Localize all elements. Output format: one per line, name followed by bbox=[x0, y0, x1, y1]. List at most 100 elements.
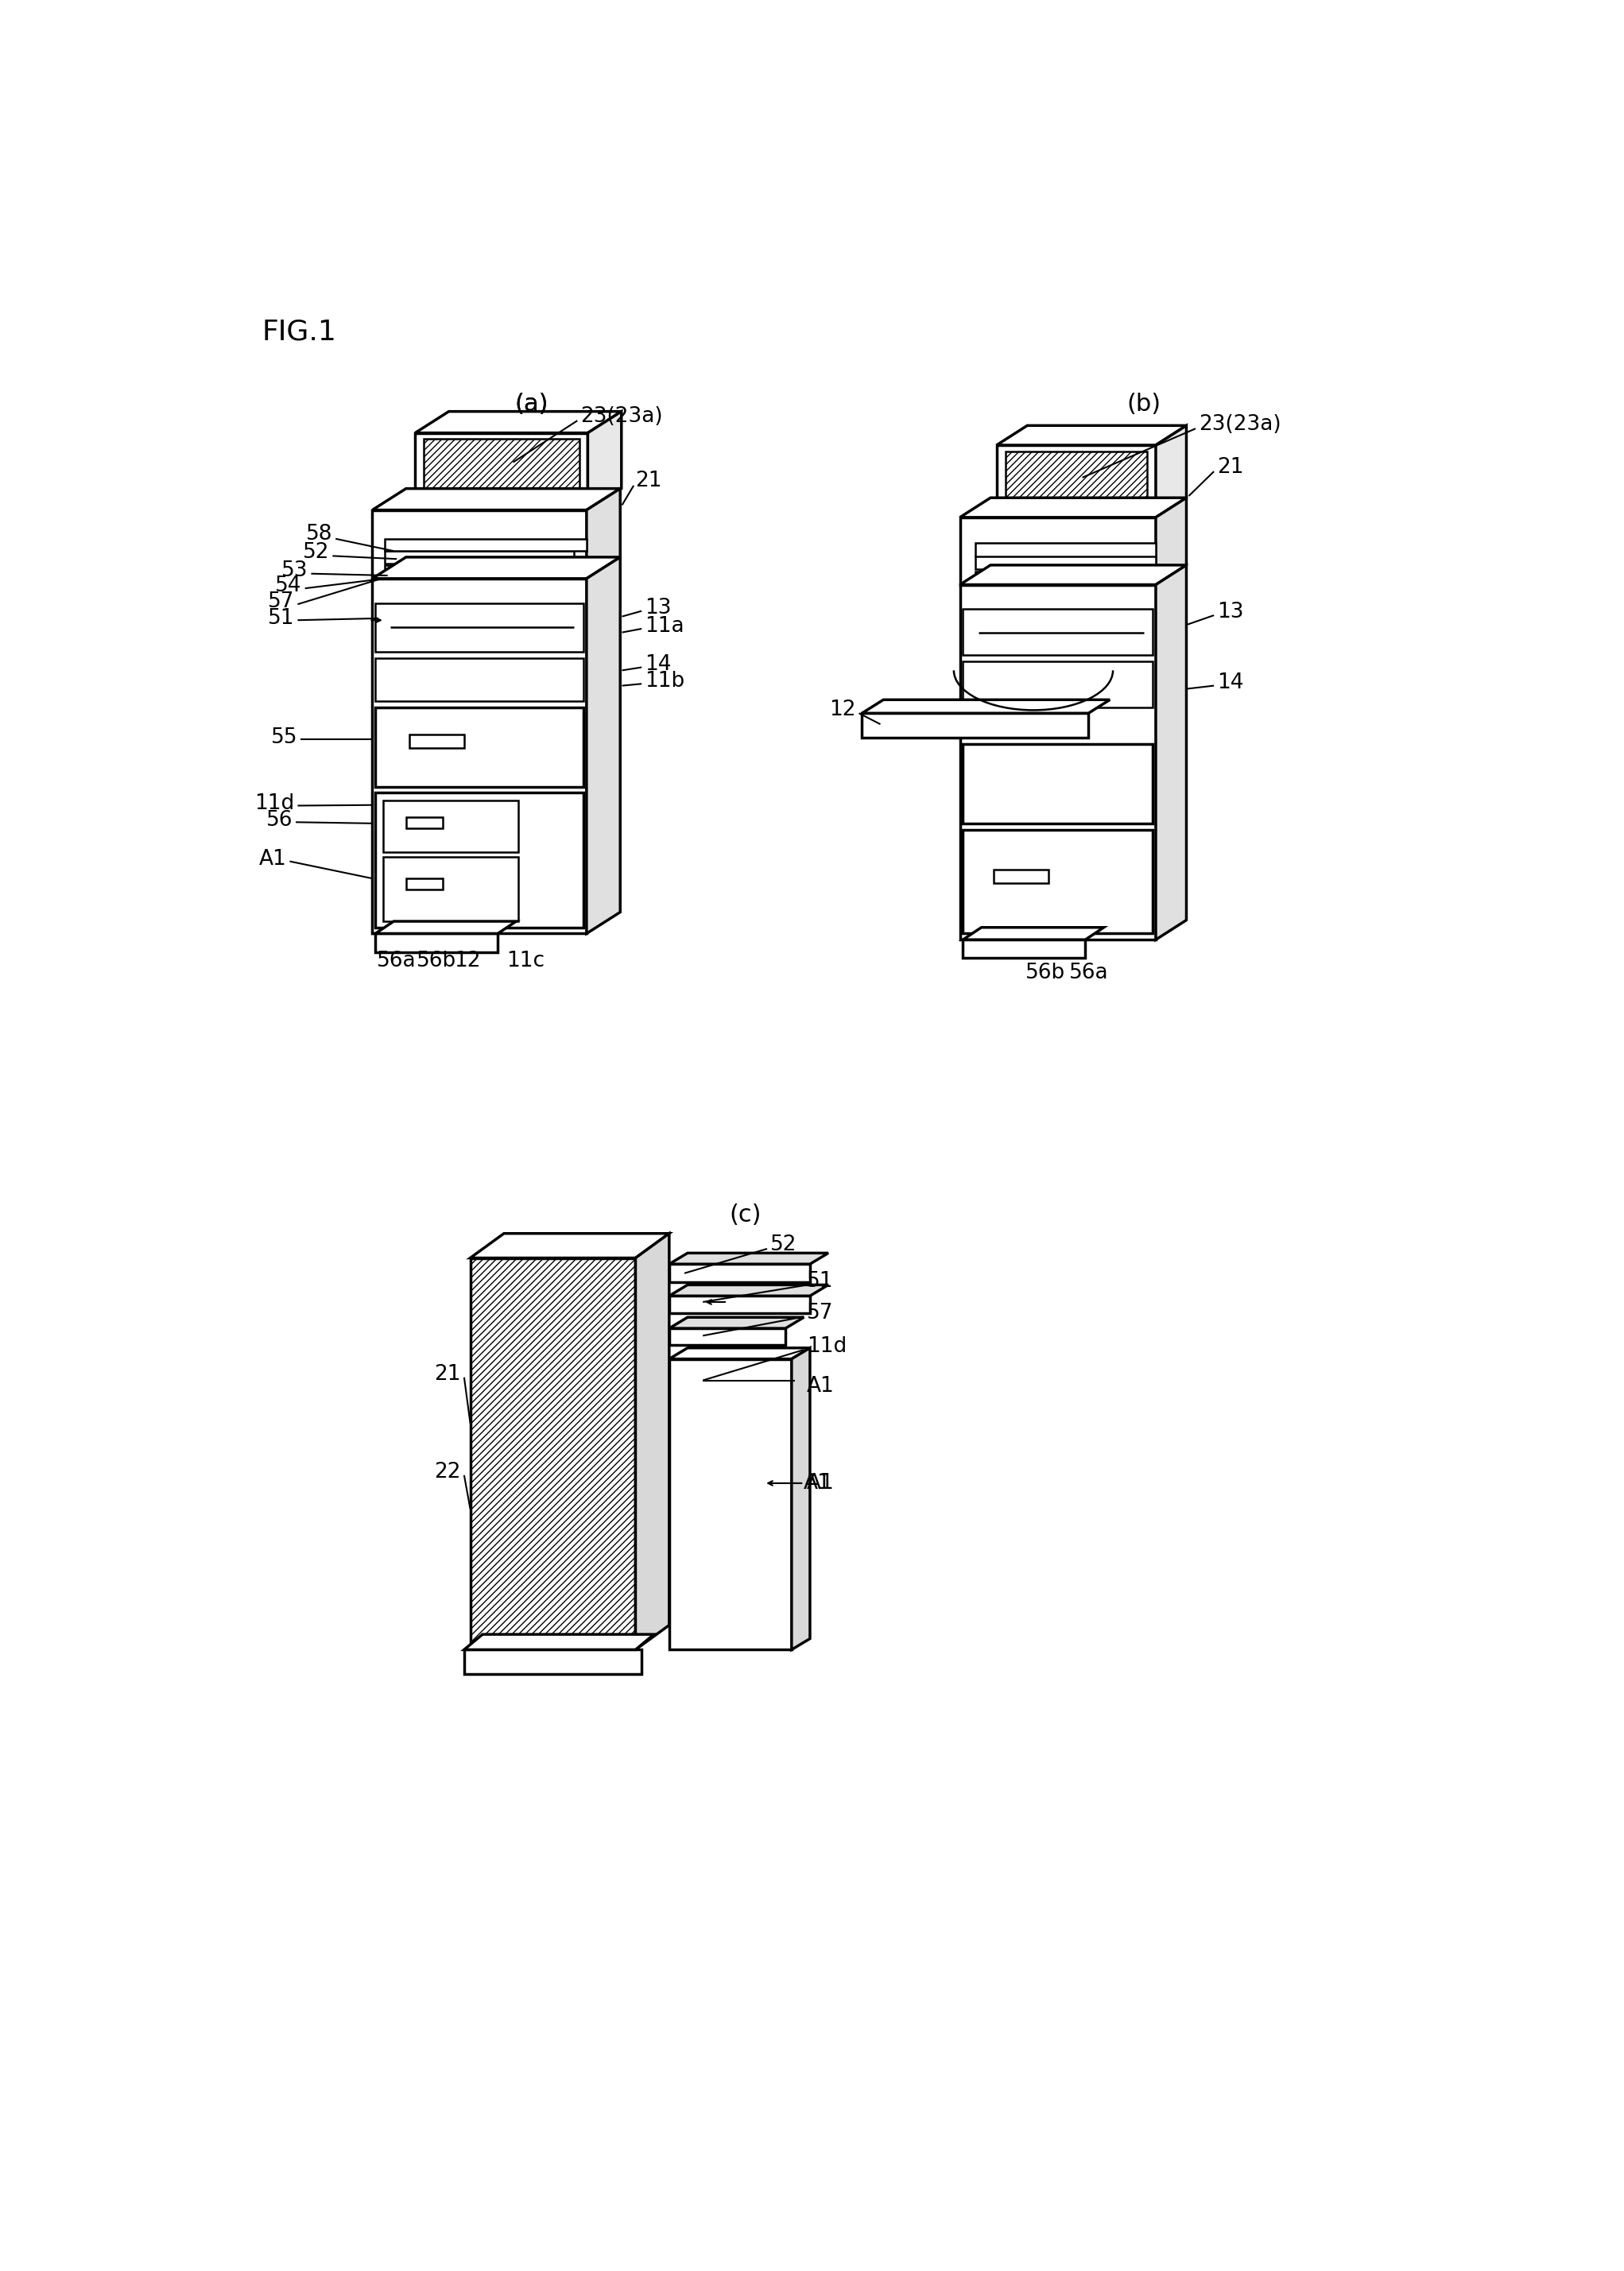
Text: 14: 14 bbox=[645, 654, 671, 674]
Polygon shape bbox=[409, 734, 464, 747]
Polygon shape bbox=[375, 659, 583, 702]
Polygon shape bbox=[960, 565, 1187, 584]
Text: 23(23a): 23(23a) bbox=[1199, 413, 1281, 434]
Polygon shape bbox=[669, 1349, 810, 1358]
Text: 57: 57 bbox=[268, 590, 294, 613]
Text: 11d: 11d bbox=[807, 1335, 846, 1358]
Text: 14: 14 bbox=[1216, 672, 1244, 693]
Polygon shape bbox=[406, 818, 443, 829]
Polygon shape bbox=[588, 411, 622, 511]
Polygon shape bbox=[669, 1285, 828, 1297]
Polygon shape bbox=[416, 434, 588, 511]
Polygon shape bbox=[464, 1649, 641, 1674]
Polygon shape bbox=[375, 793, 583, 927]
Text: 21: 21 bbox=[435, 1365, 461, 1385]
Polygon shape bbox=[635, 1233, 669, 1649]
Text: 52: 52 bbox=[770, 1233, 797, 1256]
Polygon shape bbox=[1156, 497, 1187, 584]
Polygon shape bbox=[963, 940, 1085, 958]
Text: 22: 22 bbox=[435, 1463, 461, 1483]
Text: A1: A1 bbox=[258, 849, 286, 870]
Text: 13: 13 bbox=[645, 597, 671, 618]
Polygon shape bbox=[963, 609, 1153, 654]
Polygon shape bbox=[669, 1329, 786, 1344]
Polygon shape bbox=[963, 829, 1153, 933]
Polygon shape bbox=[963, 745, 1153, 824]
Polygon shape bbox=[464, 1635, 654, 1649]
Polygon shape bbox=[471, 1258, 635, 1649]
Text: (b): (b) bbox=[1127, 393, 1161, 416]
Polygon shape bbox=[791, 1349, 810, 1649]
Text: 51: 51 bbox=[807, 1272, 833, 1292]
Text: 57: 57 bbox=[807, 1304, 833, 1324]
Polygon shape bbox=[976, 572, 1043, 584]
Text: 53: 53 bbox=[281, 561, 309, 581]
Polygon shape bbox=[385, 538, 586, 552]
Text: 56a: 56a bbox=[377, 952, 416, 972]
Polygon shape bbox=[586, 556, 620, 933]
Polygon shape bbox=[669, 1265, 810, 1283]
Polygon shape bbox=[416, 411, 622, 434]
Text: (c): (c) bbox=[729, 1204, 762, 1226]
Polygon shape bbox=[976, 556, 1156, 570]
Polygon shape bbox=[960, 518, 1156, 584]
Polygon shape bbox=[375, 922, 516, 933]
Text: 55: 55 bbox=[271, 727, 297, 747]
Polygon shape bbox=[994, 870, 1049, 883]
Polygon shape bbox=[372, 511, 586, 579]
Polygon shape bbox=[375, 604, 583, 652]
Polygon shape bbox=[372, 556, 620, 579]
Polygon shape bbox=[669, 1358, 791, 1649]
Polygon shape bbox=[385, 565, 445, 579]
Text: 56: 56 bbox=[266, 811, 292, 831]
Text: 56b: 56b bbox=[417, 952, 456, 972]
Text: A1: A1 bbox=[804, 1474, 831, 1494]
Text: 11d: 11d bbox=[255, 793, 294, 813]
Text: 21: 21 bbox=[1216, 456, 1244, 477]
Text: A1: A1 bbox=[807, 1474, 835, 1494]
Polygon shape bbox=[383, 856, 518, 922]
Text: (a): (a) bbox=[515, 393, 549, 416]
Polygon shape bbox=[963, 661, 1153, 706]
Text: 13: 13 bbox=[1216, 602, 1244, 622]
Polygon shape bbox=[669, 1297, 810, 1313]
Polygon shape bbox=[963, 927, 1104, 940]
Polygon shape bbox=[375, 706, 583, 786]
Polygon shape bbox=[586, 488, 620, 579]
Text: 56b: 56b bbox=[1026, 963, 1065, 983]
Text: 12: 12 bbox=[453, 952, 481, 972]
Polygon shape bbox=[471, 1233, 669, 1258]
Polygon shape bbox=[383, 799, 518, 852]
Polygon shape bbox=[997, 445, 1156, 518]
Text: 23(23a): 23(23a) bbox=[580, 407, 663, 427]
Polygon shape bbox=[372, 488, 620, 511]
Text: 12: 12 bbox=[830, 699, 856, 720]
Text: 11a: 11a bbox=[645, 615, 684, 636]
Text: 58: 58 bbox=[305, 525, 333, 545]
Polygon shape bbox=[1156, 425, 1187, 518]
Polygon shape bbox=[669, 1254, 828, 1265]
Polygon shape bbox=[997, 425, 1187, 445]
Polygon shape bbox=[862, 699, 1109, 713]
Text: 52: 52 bbox=[302, 543, 330, 563]
Text: A1: A1 bbox=[807, 1376, 835, 1397]
Polygon shape bbox=[424, 438, 580, 504]
Text: 54: 54 bbox=[276, 575, 302, 597]
Polygon shape bbox=[385, 552, 575, 563]
Text: 56a: 56a bbox=[1069, 963, 1108, 983]
Polygon shape bbox=[960, 584, 1156, 940]
Polygon shape bbox=[862, 713, 1088, 738]
Polygon shape bbox=[1005, 452, 1147, 511]
Polygon shape bbox=[375, 933, 499, 952]
Text: 51: 51 bbox=[268, 609, 294, 629]
Text: 11c: 11c bbox=[507, 952, 544, 972]
Polygon shape bbox=[406, 879, 443, 890]
Polygon shape bbox=[669, 1317, 804, 1329]
Text: 11b: 11b bbox=[645, 670, 685, 693]
Polygon shape bbox=[960, 497, 1187, 518]
Polygon shape bbox=[1156, 565, 1187, 940]
Text: 21: 21 bbox=[635, 470, 663, 491]
Polygon shape bbox=[976, 543, 1156, 556]
Text: (a): (a) bbox=[515, 393, 549, 416]
Text: FIG.1: FIG.1 bbox=[261, 318, 336, 345]
